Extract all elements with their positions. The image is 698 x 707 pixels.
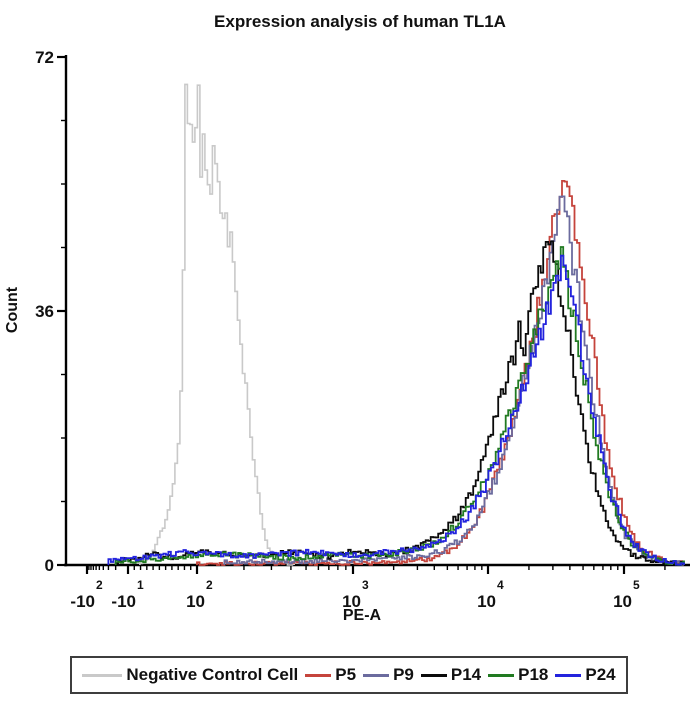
y-tick-label: 0 [45, 556, 54, 575]
legend-label: P14 [450, 665, 482, 684]
x-tick-exponent: 2 [96, 578, 103, 592]
x-tick-exponent: 2 [206, 578, 213, 592]
legend-label: P5 [335, 665, 357, 684]
x-tick-exponent: 1 [137, 578, 144, 592]
legend-line-swatch [555, 673, 582, 677]
x-tick-exponent: 3 [362, 578, 369, 592]
y-tick-label: 36 [35, 302, 54, 321]
legend-item-p5: P5 [305, 665, 356, 685]
legend-item-p18: P18 [488, 665, 548, 685]
legend-line-swatch [363, 673, 390, 677]
series-curve-p5 [196, 180, 685, 566]
y-tick-label: 72 [35, 48, 54, 67]
x-axis-label: PE-A [343, 607, 382, 624]
legend-line-swatch [420, 673, 447, 677]
x-tick-label: 10 [342, 592, 361, 611]
x-tick-label: 10 [477, 592, 496, 611]
series-curve-negative-control-cell [139, 83, 295, 566]
legend-item-p24: P24 [555, 665, 616, 685]
x-tick-exponent: 4 [497, 578, 504, 592]
legend-line-swatch [305, 673, 332, 677]
y-axis-label: Count [4, 286, 21, 333]
x-tick-label: 10 [186, 592, 205, 611]
legend-line-swatch [82, 673, 123, 677]
legend-label: P9 [393, 665, 414, 684]
legend-line-swatch [488, 673, 515, 677]
series-curve-p24 [107, 254, 685, 566]
legend-label: Negative Control Cell [126, 665, 299, 684]
legend-label: P18 [518, 665, 549, 684]
x-tick-exponent: 5 [633, 578, 640, 592]
legend-item-p9: P9 [363, 665, 414, 685]
legend-wrap: Negative Control Cell P5 P9 P14 P18 P24 [0, 656, 698, 694]
x-tick-label: -10 [111, 592, 136, 611]
chart-title: Expression analysis of human TL1A [214, 12, 506, 31]
x-tick-label: -10 [70, 592, 95, 611]
legend-item-p14: P14 [420, 665, 482, 685]
legend-item-negative-control-cell: Negative Control Cell [82, 665, 298, 685]
x-tick-label: 10 [613, 592, 632, 611]
legend: Negative Control Cell P5 P9 P14 P18 P24 [70, 656, 628, 694]
legend-label: P24 [585, 665, 616, 684]
chart-area: 0 36 72 -10 2 -10 1 10 2 10 3 10 4 10 5 Expression ana… [4, 12, 690, 624]
